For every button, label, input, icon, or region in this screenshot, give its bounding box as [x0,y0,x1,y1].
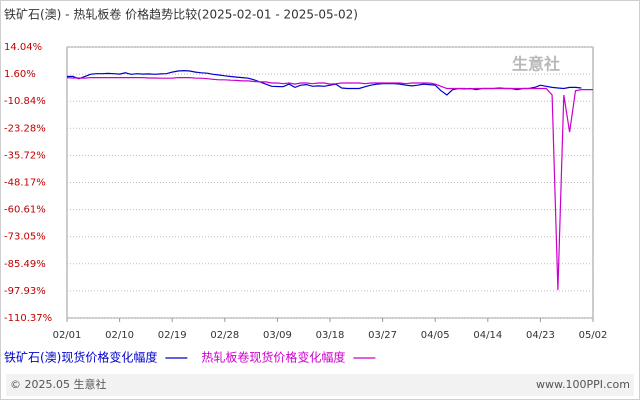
x-tick-label: 02/19 [158,330,187,341]
footer-left: © 2025.05 生意社 [10,377,106,391]
x-tick-label: 05/02 [579,330,608,341]
y-tick-label: -23.28% [4,123,46,134]
x-tick-label: 04/14 [473,330,502,341]
series-line [66,77,593,291]
x-tick-label: 02/10 [105,330,134,341]
x-tick-label: 04/05 [421,330,450,341]
footer-right: www.100PPI.com [536,378,630,391]
chart-title: 铁矿石(澳) - 热轧板卷 价格趋势比较(2025-02-01 - 2025-0… [4,7,358,22]
x-tick-label: 03/09 [263,330,292,341]
footer-bar [6,374,634,396]
y-tick-label: -10.84% [4,96,46,107]
y-tick-label: -35.72% [4,150,46,161]
y-tick-label: -97.93% [4,286,46,297]
y-tick-label: 1.60% [4,69,36,80]
y-tick-label: -85.49% [4,259,46,270]
x-tick-label: 04/23 [526,330,555,341]
legend-label: 热轧板卷现货价格变化幅度 [201,350,345,365]
x-tick-label: 02/28 [210,330,239,341]
x-tick-label: 02/01 [53,330,82,341]
y-tick-label: 14.04% [4,42,42,53]
x-tick-label: 03/18 [316,330,345,341]
y-tick-label: -110.37% [4,313,52,324]
watermark: 生意社 [512,55,560,74]
legend-label: 铁矿石(澳)现货价格变化幅度 [4,350,157,365]
y-tick-label: -48.17% [4,178,46,189]
y-tick-label: -73.05% [4,232,46,243]
y-tick-label: -60.61% [4,205,46,216]
x-tick-label: 03/27 [368,330,397,341]
